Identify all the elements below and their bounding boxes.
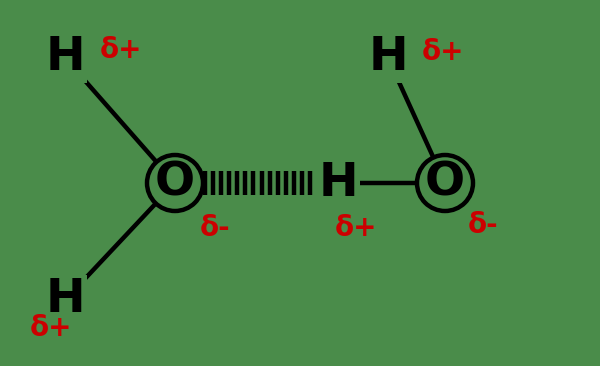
Text: H: H bbox=[45, 277, 85, 322]
Text: δ+: δ+ bbox=[422, 38, 464, 66]
Text: δ+: δ+ bbox=[100, 36, 143, 64]
Text: O: O bbox=[425, 161, 465, 205]
Ellipse shape bbox=[147, 155, 203, 211]
Text: δ-: δ- bbox=[468, 211, 499, 239]
Text: δ+: δ+ bbox=[30, 314, 73, 342]
Text: H: H bbox=[45, 36, 85, 81]
Text: δ-: δ- bbox=[200, 214, 230, 242]
Text: H: H bbox=[368, 36, 408, 81]
Text: O: O bbox=[155, 161, 195, 205]
Ellipse shape bbox=[417, 155, 473, 211]
Text: δ+: δ+ bbox=[335, 214, 377, 242]
Text: H: H bbox=[318, 161, 358, 205]
